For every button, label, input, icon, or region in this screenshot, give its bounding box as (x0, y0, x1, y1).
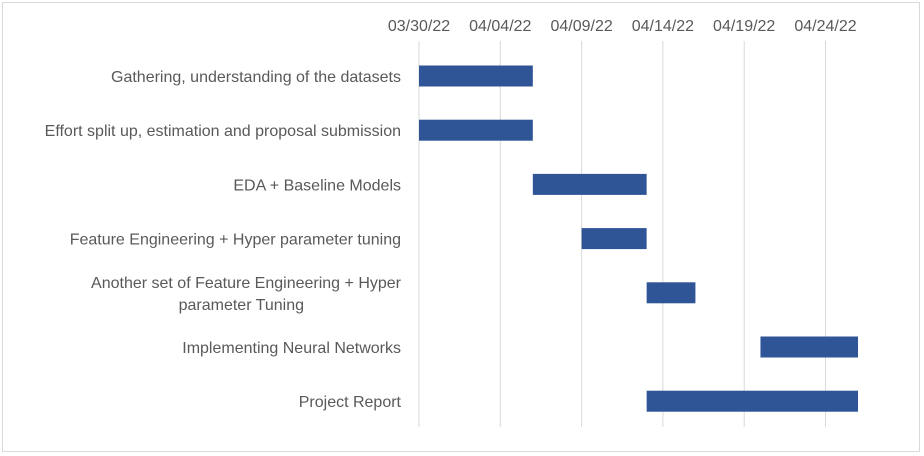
task-bar (581, 228, 647, 250)
x-tick-label: 04/19/22 (713, 18, 775, 35)
task-bars (419, 65, 859, 412)
task-label-line: parameter Tuning (179, 297, 304, 314)
task-bar (532, 173, 647, 195)
task-label: Gathering, understanding of the datasets (111, 69, 401, 86)
task-labels: Gathering, understanding of the datasets… (45, 69, 402, 411)
task-bar (760, 336, 859, 358)
x-tick-label: 04/09/22 (550, 18, 612, 35)
task-bar (646, 282, 696, 304)
gantt-chart: 03/30/22 04/04/22 04/09/22 04/14/22 04/19/22… (45, 18, 859, 427)
task-bar (419, 119, 533, 141)
x-tick-label: 04/14/22 (632, 18, 694, 35)
task-label: Implementing Neural Networks (182, 340, 401, 357)
task-bar (419, 65, 533, 87)
task-label: Feature Engineering + Hyper parameter tu… (70, 232, 401, 249)
task-label-line: Another set of Feature Engineering + Hyp… (91, 275, 402, 292)
task-label: Effort split up, estimation and proposal… (45, 123, 401, 140)
task-label: EDA + Baseline Models (233, 177, 401, 194)
task-label: Project Report (299, 394, 402, 411)
x-tick-label: 04/04/22 (469, 18, 531, 35)
x-tick-label: 04/24/22 (794, 18, 856, 35)
task-label: Another set of Feature Engineering + Hyp… (91, 275, 402, 314)
x-tick-label: 03/30/22 (388, 18, 450, 35)
task-bar (646, 390, 859, 412)
x-axis-ticks: 03/30/22 04/04/22 04/09/22 04/14/22 04/19/22… (388, 18, 857, 35)
